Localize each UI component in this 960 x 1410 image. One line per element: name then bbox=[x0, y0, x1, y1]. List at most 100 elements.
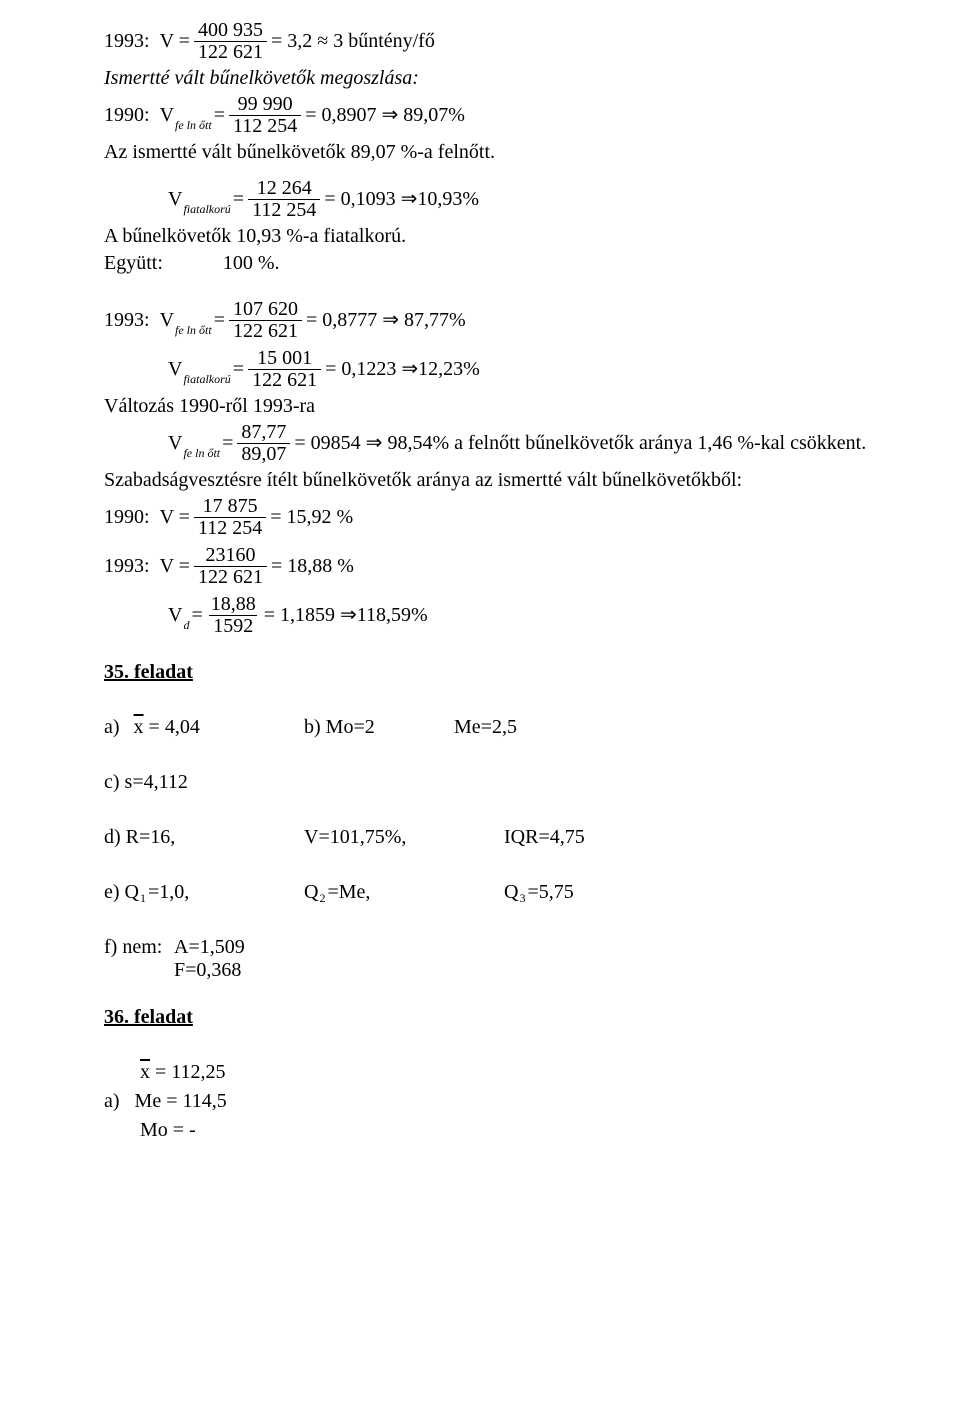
eq-line-1993-szv: 1993: V = 23160 122 621 = 18,88 % bbox=[104, 545, 900, 588]
fraction: 15 001 122 621 bbox=[248, 348, 321, 391]
eq-line-fiatalkoru-1993: V fiatalkorú = 15 001 122 621 = 0,1223 ⇒… bbox=[104, 348, 900, 391]
prefix: 1990: bbox=[104, 104, 150, 127]
numerator: 17 875 bbox=[199, 496, 262, 517]
eq-line-valtozas: V fe ln őtt = 87,77 89,07 = 09854 ⇒ 98,5… bbox=[104, 422, 900, 465]
fraction: 12 264 112 254 bbox=[248, 178, 320, 221]
f-fval: F=0,368 bbox=[174, 959, 241, 982]
fraction: 107 620 122 621 bbox=[229, 299, 302, 342]
rhs: = 0,1093 ⇒10,93% bbox=[324, 188, 479, 211]
eq-line-vd: V d = 18,88 1592 = 1,1859 ⇒118,59% bbox=[104, 594, 900, 637]
numerator: 15 001 bbox=[253, 348, 316, 369]
lhs: V = bbox=[160, 555, 190, 578]
prefix: 1993: bbox=[104, 30, 150, 53]
eq: = bbox=[214, 309, 225, 332]
f-label: f) nem: bbox=[104, 936, 174, 959]
numerator: 18,88 bbox=[207, 594, 260, 615]
text-valtozas: Változás 1990-ről 1993-ra bbox=[104, 395, 900, 418]
row-36-me: a) Me = 114,5 bbox=[104, 1090, 900, 1113]
var-v-felnott: V fe ln őtt bbox=[168, 432, 222, 455]
fraction: 87,77 89,07 bbox=[237, 422, 290, 465]
d-iqr: IQR=4,75 bbox=[504, 826, 704, 849]
var-v-felnott: V fe ln őtt bbox=[160, 104, 214, 127]
eq: = 4,04 bbox=[144, 716, 200, 738]
lhs: V = bbox=[160, 30, 190, 53]
e-q1: e) Q1=1,0, bbox=[104, 881, 304, 904]
symbol: V bbox=[168, 188, 182, 211]
numerator: 107 620 bbox=[229, 299, 302, 320]
subscript: fiatalkorú bbox=[183, 373, 230, 385]
e-q3: Q3=5,75 bbox=[504, 881, 704, 904]
eq: = bbox=[191, 604, 202, 627]
document-page: 1993: V = 400 935 122 621 = 3,2 ≈ 3 bűnt… bbox=[0, 0, 960, 1410]
var-v-fiatalkoru: V fiatalkorú bbox=[168, 188, 233, 211]
denominator: 89,07 bbox=[237, 443, 290, 465]
fraction: 18,88 1592 bbox=[207, 594, 260, 637]
xbar-36: x bbox=[140, 1061, 150, 1083]
prefix: 1993: bbox=[104, 555, 150, 578]
rhs: = 1,1859 ⇒118,59% bbox=[264, 604, 428, 627]
denominator: 122 621 bbox=[229, 320, 302, 342]
symbol: V bbox=[168, 432, 182, 455]
denominator: 112 254 bbox=[194, 517, 266, 539]
text-egyutt: Együtt: 100 %. bbox=[104, 252, 900, 275]
rhs: = 3,2 ≈ 3 bűntény/fő bbox=[271, 30, 435, 53]
eq: = bbox=[233, 358, 244, 381]
eq-line-1993-ratio: 1993: V = 400 935 122 621 = 3,2 ≈ 3 bűnt… bbox=[104, 20, 900, 63]
denominator: 112 254 bbox=[229, 115, 301, 137]
text-bunelkovetok-1093: A bűnelkövetők 10,93 %-a fiatalkorú. bbox=[104, 225, 900, 248]
eq-line-1990-szv: 1990: V = 17 875 112 254 = 15,92 % bbox=[104, 496, 900, 539]
row-36-x: x = 112,25 bbox=[104, 1061, 900, 1084]
row-35f2: F=0,368 bbox=[104, 959, 900, 982]
numerator: 23160 bbox=[201, 545, 259, 566]
rhs: = 09854 ⇒ 98,54% a felnőtt bűnelkövetők … bbox=[294, 432, 866, 455]
subscript: fe ln őtt bbox=[175, 119, 212, 131]
eq-line-1993-felnott: 1993: V fe ln őtt = 107 620 122 621 = 0,… bbox=[104, 299, 900, 342]
numerator: 99 990 bbox=[234, 94, 297, 115]
d-v: V=101,75%, bbox=[304, 826, 504, 849]
denominator: 112 254 bbox=[248, 199, 320, 221]
prefix: 1993: bbox=[104, 309, 150, 332]
symbol: V bbox=[160, 104, 174, 127]
rhs: = 0,8907 ⇒ 89,07% bbox=[305, 104, 465, 127]
eq: = bbox=[233, 188, 244, 211]
text-az-ismertte: Az ismertté vált bűnelkövetők 89,07 %-a … bbox=[104, 141, 900, 164]
lhs: V = bbox=[160, 506, 190, 529]
row-35d: d) R=16, V=101,75%, IQR=4,75 bbox=[104, 826, 900, 849]
var-v-felnott: V fe ln őtt bbox=[160, 309, 214, 332]
symbol: V bbox=[168, 358, 182, 381]
numerator: 12 264 bbox=[253, 178, 316, 199]
text-szabadsagvesztesre: Szabadságvesztésre ítélt bűnelkövetők ar… bbox=[104, 469, 900, 492]
label-a: a) bbox=[104, 716, 120, 738]
rhs: = 18,88 % bbox=[271, 555, 354, 578]
e-q2: Q2=Me, bbox=[304, 881, 504, 904]
denominator: 122 621 bbox=[248, 369, 321, 391]
rhs: = 0,1223 ⇒12,23% bbox=[325, 358, 480, 381]
eq-line-1990-felnott: 1990: V fe ln őtt = 99 990 112 254 = 0,8… bbox=[104, 94, 900, 137]
label-b: b) Mo=2 bbox=[304, 716, 454, 739]
eq: = bbox=[214, 104, 225, 127]
subscript: fe ln őtt bbox=[183, 447, 220, 459]
denominator: 122 621 bbox=[194, 566, 267, 588]
subscript: fe ln őtt bbox=[175, 324, 212, 336]
numerator: 400 935 bbox=[194, 20, 267, 41]
row-36-mo: Mo = - bbox=[104, 1119, 900, 1142]
symbol: V bbox=[160, 309, 174, 332]
label: Együtt: bbox=[104, 252, 163, 275]
xbar: x bbox=[134, 716, 144, 738]
eq: = bbox=[222, 432, 233, 455]
subscript: d bbox=[183, 619, 189, 631]
row-35f: f) nem: A=1,509 bbox=[104, 936, 900, 959]
rhs: = 15,92 % bbox=[270, 506, 353, 529]
subscript: fiatalkorú bbox=[183, 203, 230, 215]
row-35a: a) x = 4,04 b) Mo=2 Me=2,5 bbox=[104, 716, 900, 739]
value: 100 %. bbox=[223, 252, 280, 275]
eq-line-fiatalkoru-1990: V fiatalkorú = 12 264 112 254 = 0,1093 ⇒… bbox=[104, 178, 900, 221]
fraction: 400 935 122 621 bbox=[194, 20, 267, 63]
rhs: = 0,8777 ⇒ 87,77% bbox=[306, 309, 466, 332]
fraction: 99 990 112 254 bbox=[229, 94, 301, 137]
denominator: 122 621 bbox=[194, 41, 267, 63]
numerator: 87,77 bbox=[237, 422, 290, 443]
row-35c: c) s=4,112 bbox=[104, 771, 900, 794]
var-v-fiatalkoru: V fiatalkorú bbox=[168, 358, 233, 381]
fraction: 23160 122 621 bbox=[194, 545, 267, 588]
